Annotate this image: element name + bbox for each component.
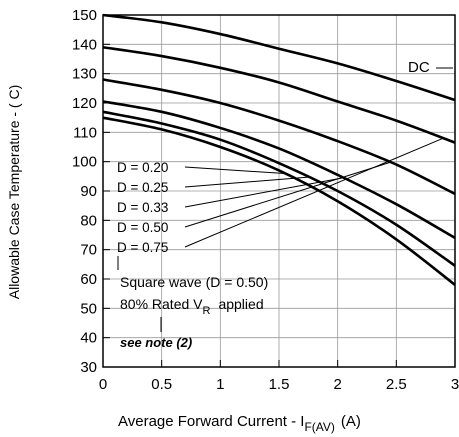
y-tick-label: 140	[72, 36, 97, 53]
x-tick-label: 1	[216, 376, 224, 393]
y-tick-label: 120	[72, 95, 97, 112]
series-label: D = 0.50	[117, 220, 168, 235]
tick-labels: 30 40 50 60 70 80 90 100 110 120 130 140 150 0 0.5 1 1.5…	[72, 7, 459, 393]
x-axis-title: Average Forward Current - IF(AV) (A)	[118, 413, 361, 434]
x-tick-label: 0.5	[151, 376, 172, 393]
series-leader-line	[184, 176, 309, 188]
y-tick-label: 40	[80, 330, 97, 347]
series-line-d-0-75	[102, 45, 456, 144]
series-label: D = 0.33	[117, 200, 168, 215]
y-tick-label: 50	[80, 300, 97, 317]
rated-sub: R	[203, 305, 211, 317]
series-leader-line	[184, 177, 344, 208]
square-wave-annotation: Square wave (D = 0.50)	[120, 274, 268, 290]
y-axis-title: Allowable Case Temperature - ( C)	[6, 85, 22, 300]
x-tick-label: 0	[99, 376, 107, 393]
label-leaders	[117, 67, 453, 332]
series-labels: D = 0.20 D = 0.25 D = 0.33 D = 0.50 D = 0.75…	[117, 59, 430, 255]
series-line-d-0-25	[102, 110, 456, 267]
note-annotation: see note (2)	[120, 335, 192, 350]
series-label: D = 0.75	[117, 240, 168, 255]
series-label-dc: DC	[408, 59, 430, 76]
plot-frame	[102, 14, 456, 368]
series-leader-line	[184, 161, 391, 228]
series-line-d-0-50	[102, 78, 456, 196]
x-tick-label: 3	[451, 376, 459, 393]
series-line-dc	[102, 13, 456, 102]
x-axis-title-sub: F(AV)	[304, 420, 334, 434]
y-tick-label: 90	[80, 183, 97, 200]
series-leader-line	[184, 166, 285, 175]
rated-suffix: applied	[218, 296, 263, 312]
x-axis-title-unit: (A)	[341, 413, 361, 430]
series-line-d-0-33	[102, 100, 456, 240]
x-tick-label: 2.5	[386, 376, 407, 393]
x-axis-title-main: Average Forward Current - I	[118, 413, 304, 430]
series-label: D = 0.20	[117, 160, 168, 175]
rated-prefix: 80% Rated V	[120, 296, 203, 312]
y-tick-label: 70	[80, 242, 97, 259]
series-leader-line	[184, 137, 444, 248]
series-lines	[102, 13, 456, 286]
grid	[102, 14, 456, 368]
series-label: D = 0.25	[117, 180, 168, 195]
rated-annotation: 80% Rated VR applied	[120, 296, 264, 317]
y-tick-label: 60	[80, 271, 97, 288]
y-tick-label: 30	[80, 359, 97, 376]
y-tick-label: 100	[72, 154, 97, 171]
series-line-d-0-20	[102, 116, 456, 286]
x-tick-label: 2	[333, 376, 341, 393]
y-tick-label: 130	[72, 66, 97, 83]
y-tick-label: 80	[80, 212, 97, 229]
y-tick-label: 150	[72, 7, 97, 24]
y-tick-label: 110	[73, 124, 97, 141]
x-tick-label: 1.5	[269, 376, 290, 393]
